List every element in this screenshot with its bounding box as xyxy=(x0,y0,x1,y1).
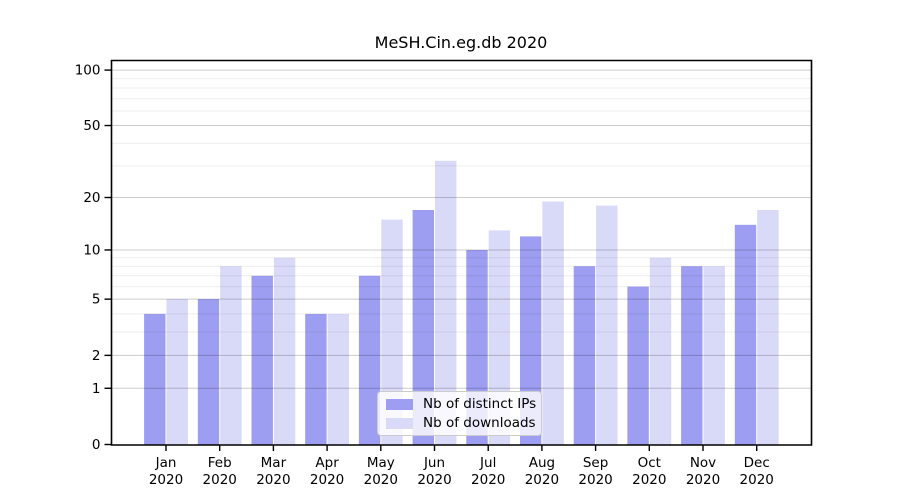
bar-apr-downloads xyxy=(327,313,349,445)
bar-dec-distinct-ips xyxy=(734,224,757,445)
y-tick-label: 100 xyxy=(75,63,101,79)
bar-mar-distinct-ips xyxy=(251,275,273,445)
y-tick-label: 2 xyxy=(92,348,101,364)
bar-sep-downloads xyxy=(596,205,618,445)
y-tick-label: 5 xyxy=(92,292,101,308)
legend-item-distinct-ips: Nb of distinct IPs xyxy=(386,396,541,412)
bar-may-downloads xyxy=(381,219,403,445)
bar-dec-downloads xyxy=(757,210,779,445)
bar-jan-distinct-ips xyxy=(144,313,166,445)
bar-feb-downloads xyxy=(220,266,242,445)
x-tick-label-feb: Feb 2020 xyxy=(203,455,237,488)
chart-title: MeSH.Cin.eg.db 2020 xyxy=(374,33,548,52)
x-tick-label-nov: Nov 2020 xyxy=(686,455,720,488)
x-tick-label-jun: Jun 2020 xyxy=(417,455,451,488)
bar-jun-downloads xyxy=(435,160,457,445)
y-tick-label: 0 xyxy=(92,437,101,453)
x-tick-label-mar: Mar 2020 xyxy=(256,455,290,488)
legend-item-downloads: Nb of downloads xyxy=(386,415,541,431)
x-tick-label-oct: Oct 2020 xyxy=(632,455,666,488)
y-tick-label: 1 xyxy=(92,381,101,397)
bar-nov-distinct-ips xyxy=(681,266,703,445)
bar-aug-downloads xyxy=(542,201,564,445)
x-tick-label-dec: Dec 2020 xyxy=(740,455,774,488)
bar-may-distinct-ips xyxy=(358,275,381,445)
y-tick-label: 50 xyxy=(83,118,100,134)
bar-nov-downloads xyxy=(703,266,725,445)
x-tick-label-apr: Apr 2020 xyxy=(310,455,344,488)
plot-border xyxy=(110,59,813,446)
x-tick-label-jul: Jul 2020 xyxy=(471,455,505,488)
bar-oct-distinct-ips xyxy=(627,286,649,445)
x-tick-label-sep: Sep 2020 xyxy=(578,455,612,488)
y-tick-label: 10 xyxy=(83,242,100,258)
legend: Nb of distinct IPs Nb of downloads xyxy=(377,391,542,436)
x-tick-label-aug: Aug 2020 xyxy=(525,455,559,488)
bar-feb-distinct-ips xyxy=(197,299,220,445)
x-tick-label-may: May 2020 xyxy=(364,455,398,488)
bar-apr-distinct-ips xyxy=(305,313,327,445)
bar-mar-downloads xyxy=(273,257,296,445)
bar-jul-downloads xyxy=(488,230,511,445)
x-tick-label-jan: Jan 2020 xyxy=(149,455,183,488)
legend-label-downloads: Nb of downloads xyxy=(423,415,536,431)
bar-sep-distinct-ips xyxy=(573,266,596,445)
legend-swatch-distinct-ips xyxy=(386,398,413,410)
bar-jun-distinct-ips xyxy=(412,210,434,445)
legend-swatch-downloads xyxy=(386,417,413,429)
y-tick-label: 20 xyxy=(83,190,100,206)
bar-jan-downloads xyxy=(166,299,188,445)
legend-label-distinct-ips: Nb of distinct IPs xyxy=(423,396,537,412)
bar-oct-downloads xyxy=(649,257,672,445)
